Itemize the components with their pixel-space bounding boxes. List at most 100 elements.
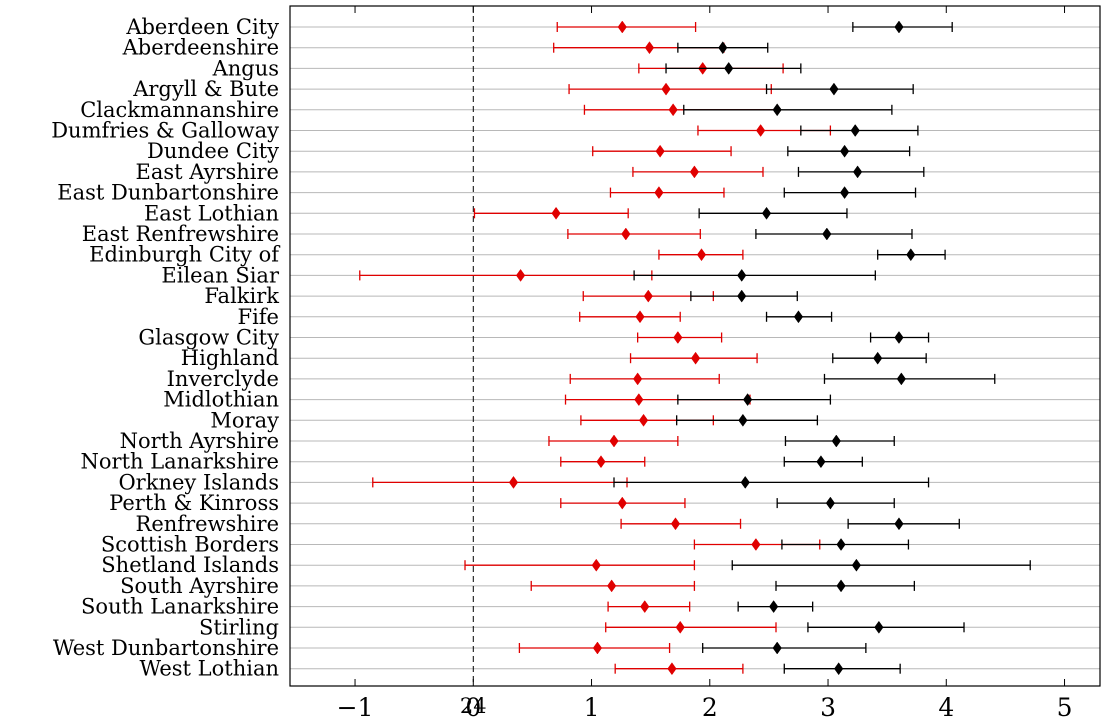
category-label: Dumfries & Galloway — [51, 119, 279, 143]
point-marker — [617, 496, 627, 510]
point-marker — [696, 248, 707, 262]
point-marker — [621, 227, 631, 241]
category-label: Eilean Siar — [161, 263, 280, 287]
point-marker — [894, 517, 904, 531]
point-marker — [635, 310, 645, 324]
point-marker — [644, 41, 655, 55]
category-label: Scottish Borders — [101, 533, 279, 557]
category-label: Argyll & Bute — [132, 77, 279, 101]
category-label: Aberdeenshire — [122, 36, 279, 60]
point-marker — [822, 227, 832, 241]
point-marker — [655, 144, 665, 158]
category-label: Stirling — [199, 615, 279, 639]
point-marker — [825, 496, 836, 510]
point-marker — [609, 434, 619, 448]
point-marker — [724, 61, 734, 75]
point-marker — [737, 289, 747, 303]
point-marker — [852, 165, 863, 179]
point-marker — [906, 248, 916, 262]
category-label: Fife — [238, 305, 280, 329]
x-tick-label: 5 — [1057, 693, 1073, 722]
point-marker — [761, 206, 772, 220]
x-tick-label: 3 — [820, 693, 836, 722]
point-marker — [667, 662, 677, 676]
point-marker — [633, 372, 643, 386]
category-label: South Ayrshire — [120, 574, 279, 598]
category-label: East Dunbartonshire — [57, 181, 279, 205]
point-marker — [591, 558, 601, 572]
point-marker — [894, 20, 904, 34]
point-marker — [675, 620, 685, 634]
category-label: East Lothian — [144, 201, 279, 225]
category-label: South Lanarkshire — [81, 595, 279, 619]
point-marker — [873, 351, 883, 365]
x-axis: −1 0 1 2 3 4 5 — [337, 6, 1073, 722]
point-marker — [551, 206, 561, 220]
point-marker — [596, 455, 606, 469]
category-label: North Lanarkshire — [81, 450, 279, 474]
point-marker — [756, 124, 766, 137]
point-marker — [638, 413, 649, 427]
point-marker — [738, 413, 748, 427]
point-marker — [661, 82, 671, 96]
point-marker — [836, 579, 846, 593]
point-marker — [839, 186, 850, 200]
category-label: Angus — [212, 56, 279, 80]
point-marker — [839, 144, 850, 158]
x-tick-label: 4 — [938, 693, 954, 722]
category-label: Shetland Islands — [101, 553, 279, 577]
point-marker — [769, 600, 779, 614]
point-marker — [829, 82, 839, 96]
category-label: Edinburgh City of — [89, 243, 281, 267]
point-marker — [816, 455, 826, 469]
series-red — [359, 20, 832, 676]
point-marker — [874, 620, 884, 634]
point-marker — [836, 538, 846, 551]
category-label: East Ayrshire — [136, 160, 279, 184]
category-label: Aberdeen City — [125, 15, 279, 39]
point-marker — [515, 268, 526, 282]
category-label: North Ayrshire — [120, 429, 279, 453]
x-tick-label: 1 — [584, 693, 600, 722]
point-marker — [508, 475, 519, 489]
category-label: Inverclyde — [167, 367, 279, 391]
x-tick-label: 0 — [465, 693, 481, 722]
point-marker — [894, 331, 904, 344]
point-marker — [851, 558, 862, 572]
point-marker — [607, 579, 617, 593]
point-marker — [896, 372, 906, 386]
category-label: Glasgow City — [138, 326, 279, 350]
point-marker — [831, 434, 841, 448]
category-label: Perth & Kinross — [109, 491, 279, 515]
category-label: Falkirk — [204, 284, 279, 308]
category-label: East Renfrewshire — [82, 222, 279, 246]
point-marker — [592, 641, 603, 655]
category-label: Renfrewshire — [136, 512, 279, 536]
point-marker — [751, 538, 761, 551]
point-marker — [640, 600, 650, 614]
category-label: Moray — [210, 408, 279, 432]
category-label: Clackmannanshire — [80, 98, 279, 122]
point-marker — [718, 41, 728, 55]
point-marker — [643, 289, 653, 303]
category-label: West Dunbartonshire — [53, 636, 279, 660]
point-marker — [737, 268, 747, 282]
point-marker — [670, 517, 681, 531]
x-tick-label: −1 — [337, 693, 374, 722]
x-tick-label: 2 — [702, 693, 718, 722]
point-marker — [834, 662, 844, 676]
point-marker — [668, 103, 678, 117]
point-marker — [690, 351, 701, 365]
point-marker — [654, 186, 664, 200]
category-label: Midlothian — [163, 388, 279, 412]
plot-frame — [289, 5, 1101, 687]
point-marker — [743, 393, 753, 407]
reference-annotation: 24 — [460, 694, 487, 718]
category-label: West Lothian — [139, 657, 279, 681]
category-label: Orkney Islands — [118, 470, 279, 494]
point-marker — [772, 103, 782, 117]
point-marker — [617, 20, 627, 34]
